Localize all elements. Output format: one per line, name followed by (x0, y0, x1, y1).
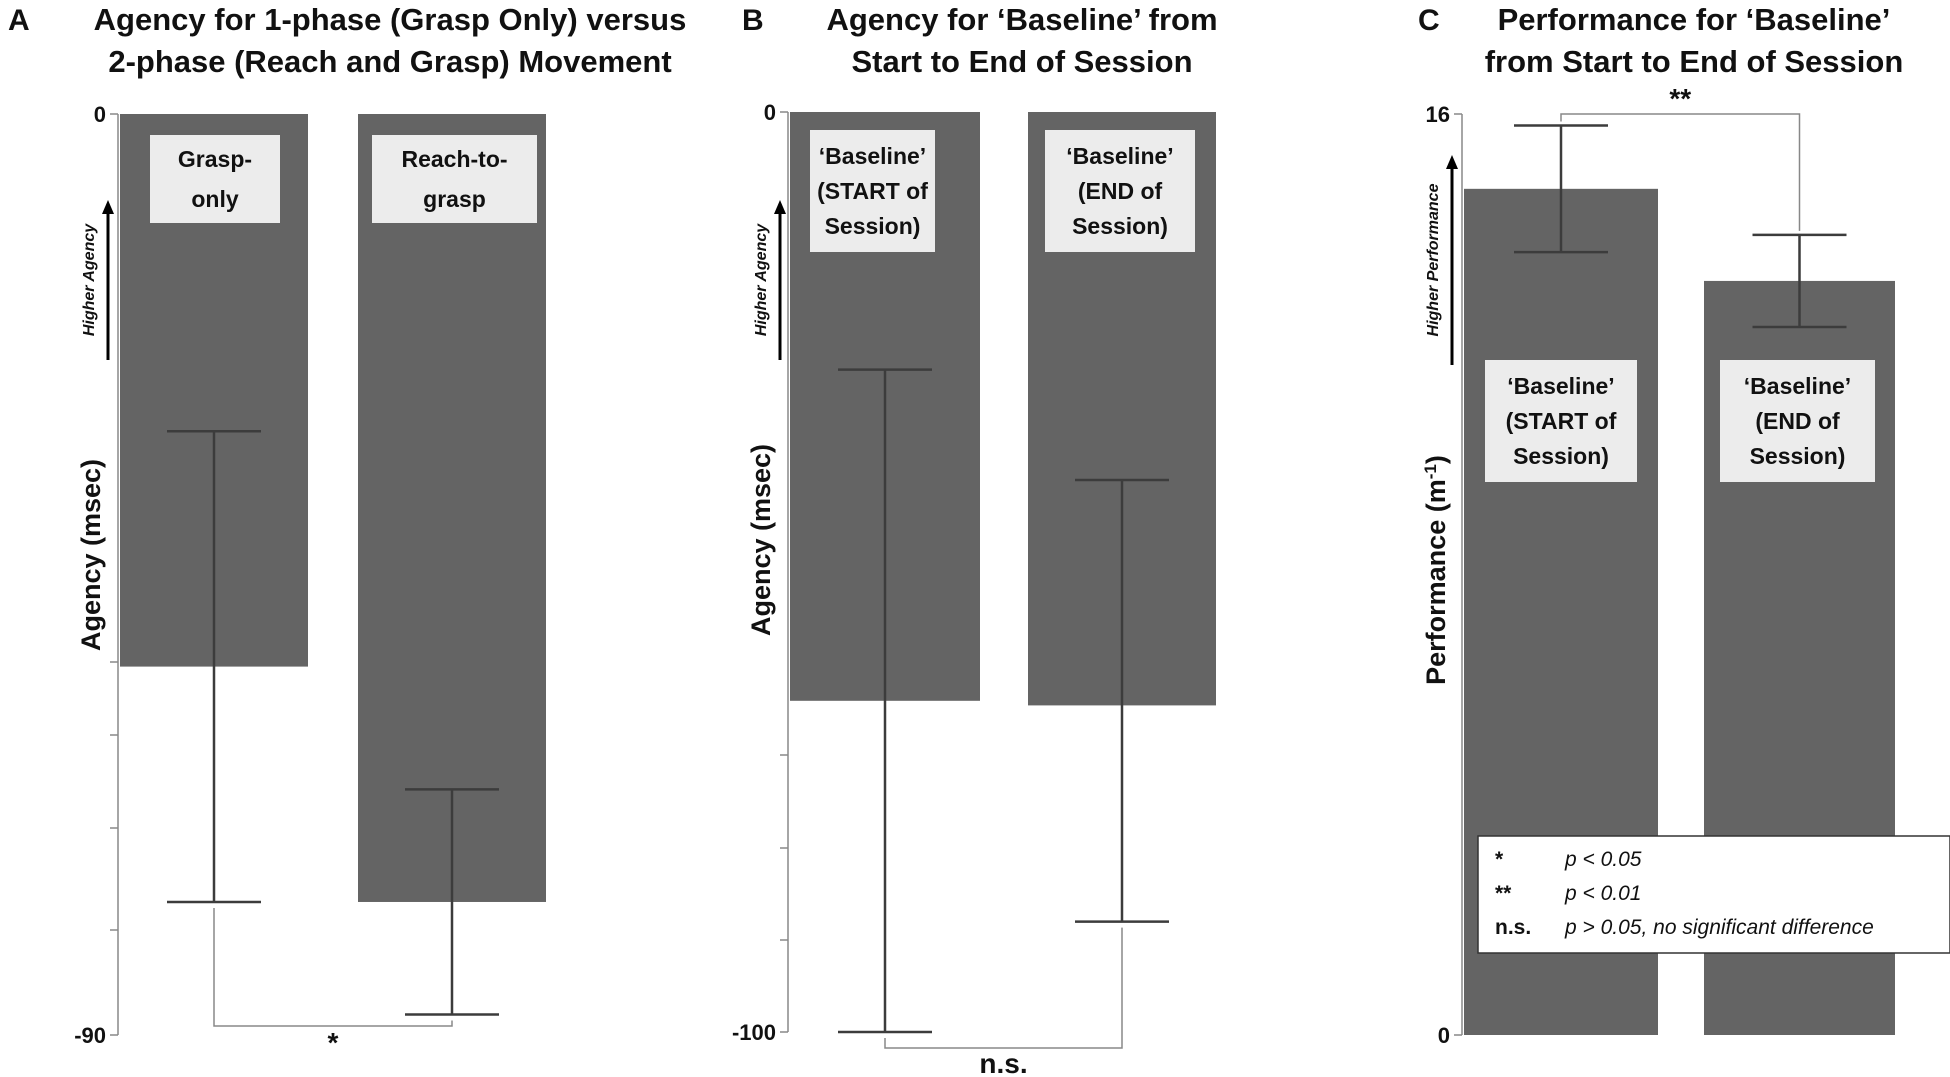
direction-label: Higher Agency (753, 223, 770, 336)
direction-label: Higher Agency (81, 223, 98, 336)
chart-panel-c: C Performance for ‘Baseline’ from Start to… (1418, 2, 1950, 1048)
y-axis-label: Performance (m-1) (1421, 455, 1452, 685)
direction-label: Higher Performance (1425, 183, 1442, 336)
y-tick-label: 0 (1438, 1023, 1450, 1048)
chart-title-line: from Start to End of Session (1485, 44, 1904, 79)
bar-label: ‘Baseline’ (1066, 143, 1173, 169)
bar-label: (END of (1078, 178, 1163, 204)
panel-letter: B (742, 4, 764, 37)
bar-label-box (1720, 360, 1875, 482)
chart-title-line: Agency for ‘Baseline’ from (826, 2, 1217, 37)
bar-label: Session) (1072, 213, 1168, 239)
bar-label: ‘Baseline’ (819, 143, 926, 169)
y-axis-label-sup: -1 (1421, 464, 1440, 479)
y-axis-label: Agency (msec) (76, 459, 106, 651)
legend: * p < 0.05 ** p < 0.01 n.s. p > 0.05, no sign… (1477, 835, 1950, 954)
legend-text: p < 0.05 (1564, 848, 1642, 871)
y-tick-label: 0 (94, 102, 106, 127)
significance-label: * (328, 1027, 339, 1058)
y-tick-label: 16 (1426, 102, 1450, 127)
bar-label: (START of (817, 178, 928, 204)
panel-letter: A (8, 4, 30, 37)
bar-label-box (1045, 130, 1195, 252)
chart-title-line: 2-phase (Reach and Grasp) Movement (108, 44, 671, 79)
y-tick-label: -100 (732, 1020, 776, 1045)
significance-bracket (1560, 113, 1801, 231)
significance-label: n.s. (979, 1048, 1027, 1077)
chart-panel-a: A Agency for 1-phase (Grasp Only) versus 2… (8, 2, 686, 1058)
y-tick-label: -90 (74, 1023, 106, 1048)
bar-label: only (191, 186, 238, 212)
up-arrow-icon (774, 200, 786, 214)
legend-symbol: * (1495, 848, 1504, 871)
legend-box (1477, 835, 1950, 954)
legend-text: p > 0.05, no significant difference (1564, 916, 1874, 939)
bar-label-box (810, 130, 935, 252)
y-axis-label: Agency (msec) (746, 444, 776, 636)
significance-bracket (884, 927, 1123, 1049)
legend-symbol: n.s. (1495, 916, 1531, 939)
bar-label: ‘Baseline’ (1507, 373, 1614, 399)
bar-label: ‘Baseline’ (1744, 373, 1851, 399)
bar-label-box (372, 135, 537, 223)
chart-title-line: Performance for ‘Baseline’ (1498, 2, 1891, 37)
chart-panel-b: B Agency for ‘Baseline’ from Start to End … (732, 2, 1218, 1077)
chart-title-line: Agency for 1-phase (Grasp Only) versus (94, 2, 687, 37)
chart-title-line: Start to End of Session (851, 44, 1192, 79)
up-arrow-icon (102, 200, 114, 214)
bar-label: (START of (1506, 408, 1617, 434)
bar-label: Session) (1750, 443, 1846, 469)
significance-bracket (213, 907, 453, 1027)
y-tick-label: 0 (764, 100, 776, 125)
legend-text: p < 0.01 (1564, 882, 1641, 905)
y-axis-label-end: ) (1421, 455, 1451, 464)
bar-label: Session) (825, 213, 921, 239)
significance-label: ** (1669, 83, 1691, 114)
legend-symbol: ** (1495, 882, 1512, 905)
bar (358, 114, 546, 902)
bar-label: (END of (1755, 408, 1840, 434)
bar-label-box (1485, 360, 1637, 482)
bar-label: Grasp- (178, 146, 252, 172)
bar-label: Session) (1513, 443, 1609, 469)
up-arrow-icon (1446, 155, 1458, 169)
panel-letter: C (1418, 4, 1440, 37)
bar-label-box (150, 135, 280, 223)
bar-label: grasp (423, 186, 486, 212)
bar-label: Reach-to- (401, 146, 507, 172)
